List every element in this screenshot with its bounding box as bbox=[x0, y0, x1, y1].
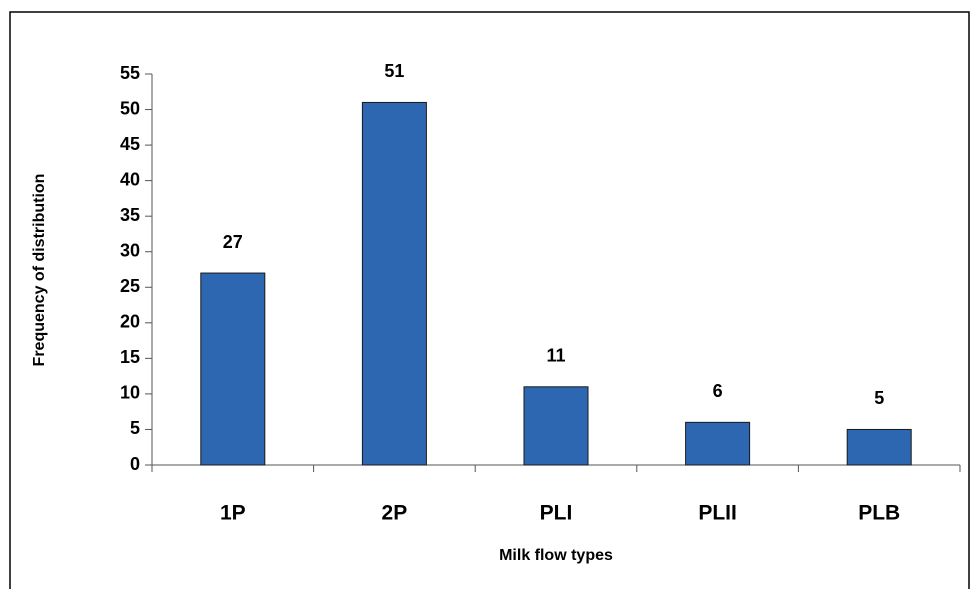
y-tick-label: 20 bbox=[120, 312, 140, 332]
value-label: 5 bbox=[874, 388, 884, 408]
value-label: 6 bbox=[713, 381, 723, 401]
y-tick-label: 40 bbox=[120, 169, 140, 189]
y-tick-label: 35 bbox=[120, 205, 140, 225]
y-tick-label: 5 bbox=[130, 418, 140, 438]
bar bbox=[523, 386, 589, 466]
x-tick-label: PLII bbox=[698, 502, 737, 525]
y-tick-label: 50 bbox=[120, 98, 140, 118]
x-tick-label: PLI bbox=[540, 502, 573, 525]
x-tick-label: 2P bbox=[382, 502, 408, 525]
y-tick-label: 45 bbox=[120, 134, 140, 154]
frame bbox=[9, 11, 970, 589]
bar bbox=[200, 272, 266, 466]
y-tick-label: 55 bbox=[120, 63, 140, 83]
y-tick-label: 10 bbox=[120, 383, 140, 403]
bar bbox=[846, 428, 912, 466]
y-tick-label: 25 bbox=[120, 276, 140, 296]
bar bbox=[361, 101, 427, 466]
x-tick-label: 1P bbox=[220, 502, 246, 525]
y-tick-label: 0 bbox=[130, 454, 140, 474]
value-label: 51 bbox=[384, 61, 404, 81]
x-axis-title: Milk flow types bbox=[499, 547, 613, 564]
y-axis-title: Frequency of distribution bbox=[31, 174, 48, 367]
x-tick-label: PLB bbox=[858, 502, 900, 525]
value-label: 11 bbox=[546, 346, 565, 366]
bar bbox=[685, 421, 751, 466]
y-tick-label: 30 bbox=[120, 240, 140, 260]
value-label: 27 bbox=[223, 232, 243, 252]
y-tick-label: 15 bbox=[120, 347, 140, 367]
